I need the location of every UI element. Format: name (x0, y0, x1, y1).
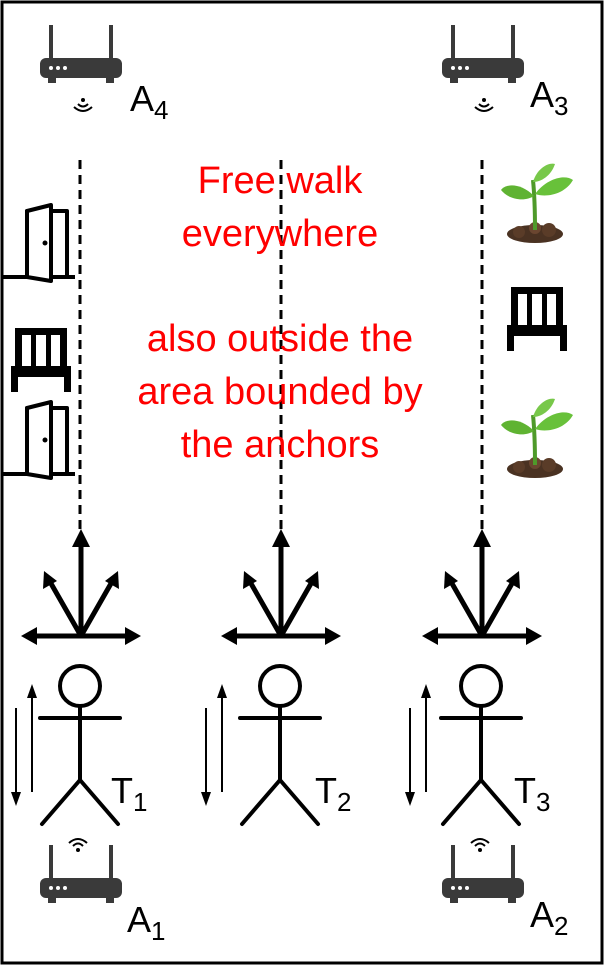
wifi-signal-icon (474, 97, 494, 112)
stick-figure-icon (439, 664, 523, 826)
plant-icon (499, 396, 575, 480)
anchor-label-a1: A1 (127, 899, 165, 946)
wifi-signal-icon (73, 97, 93, 112)
annotation-line-5: the anchors (181, 424, 380, 466)
router-icon (442, 25, 524, 83)
router-icon (40, 845, 122, 903)
tag-label-t3: T3 (514, 770, 550, 817)
direction-arrows-icon (221, 529, 341, 645)
anchor-label-a2: A2 (530, 894, 568, 941)
annotation-line-2: everywhere (182, 213, 378, 255)
direction-arrows-icon (422, 529, 542, 645)
tag-label-t2: T2 (315, 770, 351, 817)
plant-icon (499, 161, 575, 245)
anchor-label-a4: A4 (130, 78, 168, 125)
anchor-label-a3: A3 (530, 74, 568, 121)
wifi-signal-icon (470, 838, 490, 853)
walk-direction-icon (10, 683, 38, 807)
chair-icon (11, 328, 71, 392)
annotation-line-3: also outside the (147, 318, 413, 360)
door-icon (0, 400, 77, 480)
annotation-line-1: Free walk (198, 160, 364, 202)
chair-icon (507, 287, 567, 351)
tag-label-t1: T1 (111, 770, 147, 817)
stick-figure-icon (38, 664, 122, 826)
free-walk-annotation: Free walk everywhere also outside the ar… (137, 160, 422, 466)
annotation-line-4: area bounded by (137, 371, 422, 413)
router-icon (40, 25, 122, 83)
door-icon (0, 203, 77, 283)
wifi-signal-icon (68, 838, 88, 853)
walk-direction-icon (200, 683, 228, 807)
walk-direction-icon (404, 683, 432, 807)
direction-arrows-icon (21, 529, 141, 645)
router-icon (442, 845, 524, 903)
stick-figure-icon (238, 664, 322, 826)
